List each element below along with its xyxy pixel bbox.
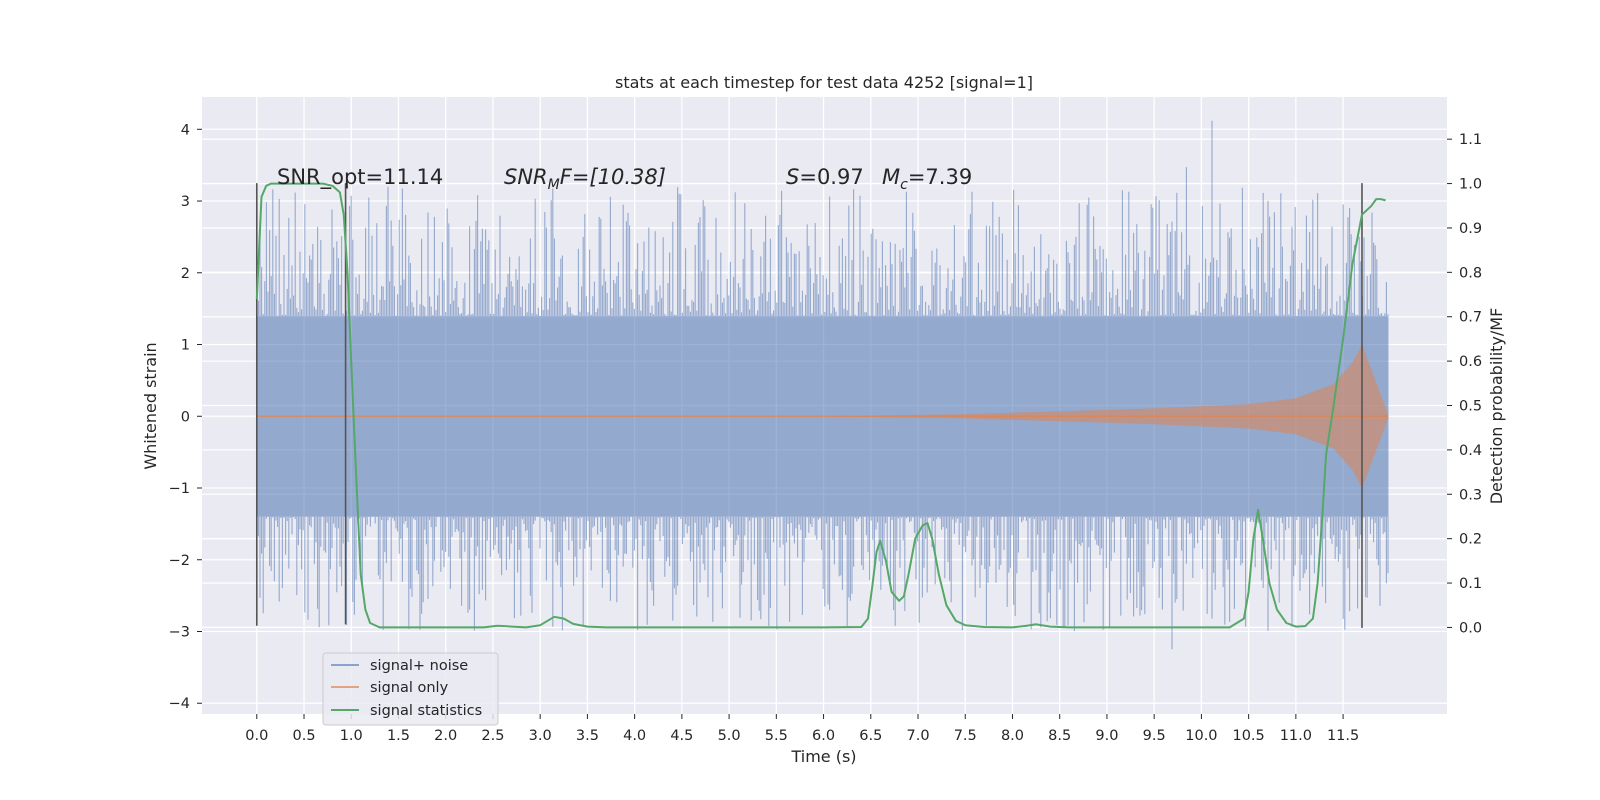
x-tick-label: 5.0	[718, 728, 741, 744]
x-axis-label: Time (s)	[790, 747, 856, 766]
x-tick-label: 3.5	[576, 728, 599, 744]
x-tick-label: 1.5	[387, 728, 410, 744]
signal-statistics-line	[255, 182, 1386, 629]
annotation-mc-label: M	[882, 165, 900, 189]
x-tick-label: 1.0	[340, 728, 363, 744]
y2-tick-label: 0.3	[1459, 487, 1482, 503]
y2-tick-label: 0.5	[1459, 399, 1482, 415]
x-tick-label: 5.5	[765, 728, 788, 744]
y-tick-label: 1	[181, 338, 190, 354]
annotation-mc: Mc=7.39	[882, 165, 972, 193]
y-tick-label: −4	[169, 696, 190, 712]
x-tick-label: 9.0	[1095, 728, 1118, 744]
y-axis-ticks: −4 −3 −2 −1 0 1 2 3 4	[169, 122, 202, 712]
x-tick-label: 2.0	[434, 728, 457, 744]
x-tick-label: 2.5	[481, 728, 504, 744]
y2-tick-label: 0.8	[1459, 265, 1482, 281]
x-tick-label: 8.5	[1048, 728, 1071, 744]
x-tick-label: 10.0	[1185, 728, 1217, 744]
x-tick-label: 11.0	[1280, 728, 1312, 744]
x-tick-label: 10.5	[1232, 728, 1264, 744]
annotation-s: S=0.97	[786, 165, 864, 189]
annotation-snr-opt: SNR_opt=11.14	[277, 165, 443, 190]
y2-axis-ticks: 0.0 0.1 0.2 0.3 0.4 0.5 0.6 0.7 0.8 0.9 1.0 1.1	[1447, 132, 1482, 636]
x-tick-label: 6.0	[812, 728, 835, 744]
y2-axis-label: Detection probability/MF	[1487, 308, 1506, 505]
y2-tick-label: 1.0	[1459, 177, 1482, 193]
y2-tick-label: 0.4	[1459, 443, 1482, 459]
legend-label-signal-statistics: signal statistics	[370, 703, 482, 719]
x-tick-label: 0.0	[245, 728, 268, 744]
annotation-snr-mf-sub: M	[548, 177, 560, 193]
y-tick-label: 3	[181, 194, 190, 210]
x-tick-label: 6.5	[859, 728, 882, 744]
annotation-mc-value: =7.39	[908, 165, 972, 189]
annotation-snr-mf-label: SNR	[504, 165, 548, 189]
y-tick-label: −2	[169, 553, 190, 569]
y2-tick-label: 0.9	[1459, 221, 1482, 237]
y2-tick-label: 0.0	[1459, 620, 1482, 636]
y2-tick-label: 0.6	[1459, 354, 1482, 370]
y-tick-label: 0	[181, 409, 190, 425]
y2-tick-label: 0.1	[1459, 576, 1482, 592]
signal-statistics-series	[255, 182, 1386, 629]
y-tick-label: −3	[169, 624, 190, 640]
legend-label-signal-only: signal only	[370, 680, 449, 696]
y-tick-label: 2	[181, 266, 190, 282]
legend-label-signal-noise: signal+ noise	[370, 658, 468, 674]
annotation-snr-mf: SNRMF=[10.38]	[504, 165, 666, 193]
y-tick-label: 4	[181, 122, 190, 138]
x-tick-label: 8.0	[1001, 728, 1024, 744]
x-tick-label: 9.5	[1143, 728, 1166, 744]
annotation-mc-sub: c	[900, 177, 908, 193]
annotation-snr-mf-value: F=[10.38]	[560, 165, 666, 189]
x-tick-label: 7.0	[906, 728, 929, 744]
x-tick-label: 4.5	[670, 728, 693, 744]
x-tick-label: 7.5	[954, 728, 977, 744]
annotation-s-value: =0.97	[799, 165, 863, 189]
y2-tick-label: 0.2	[1459, 532, 1482, 548]
x-tick-label: 4.0	[623, 728, 646, 744]
chart-title: stats at each timestep for test data 425…	[615, 73, 1033, 92]
signal-only-series	[256, 344, 1389, 488]
y-tick-label: −1	[169, 481, 190, 497]
legend: signal+ noise signal only signal statist…	[322, 652, 499, 726]
annotation-s-label: S	[786, 165, 799, 189]
y2-tick-label: 0.7	[1459, 310, 1482, 326]
x-axis-ticks: 0.0 0.5 1.0 1.5 2.0 2.5 3.0 3.5 4.0 4.5 5.0 5.5 6.0 6…	[245, 714, 1359, 744]
legend-box	[322, 652, 499, 726]
y2-tick-label: 1.1	[1459, 132, 1482, 148]
x-tick-label: 3.0	[529, 728, 552, 744]
x-tick-label: 0.5	[292, 728, 315, 744]
x-tick-label: 11.5	[1327, 728, 1359, 744]
y-axis-label: Whitened strain	[141, 342, 160, 469]
